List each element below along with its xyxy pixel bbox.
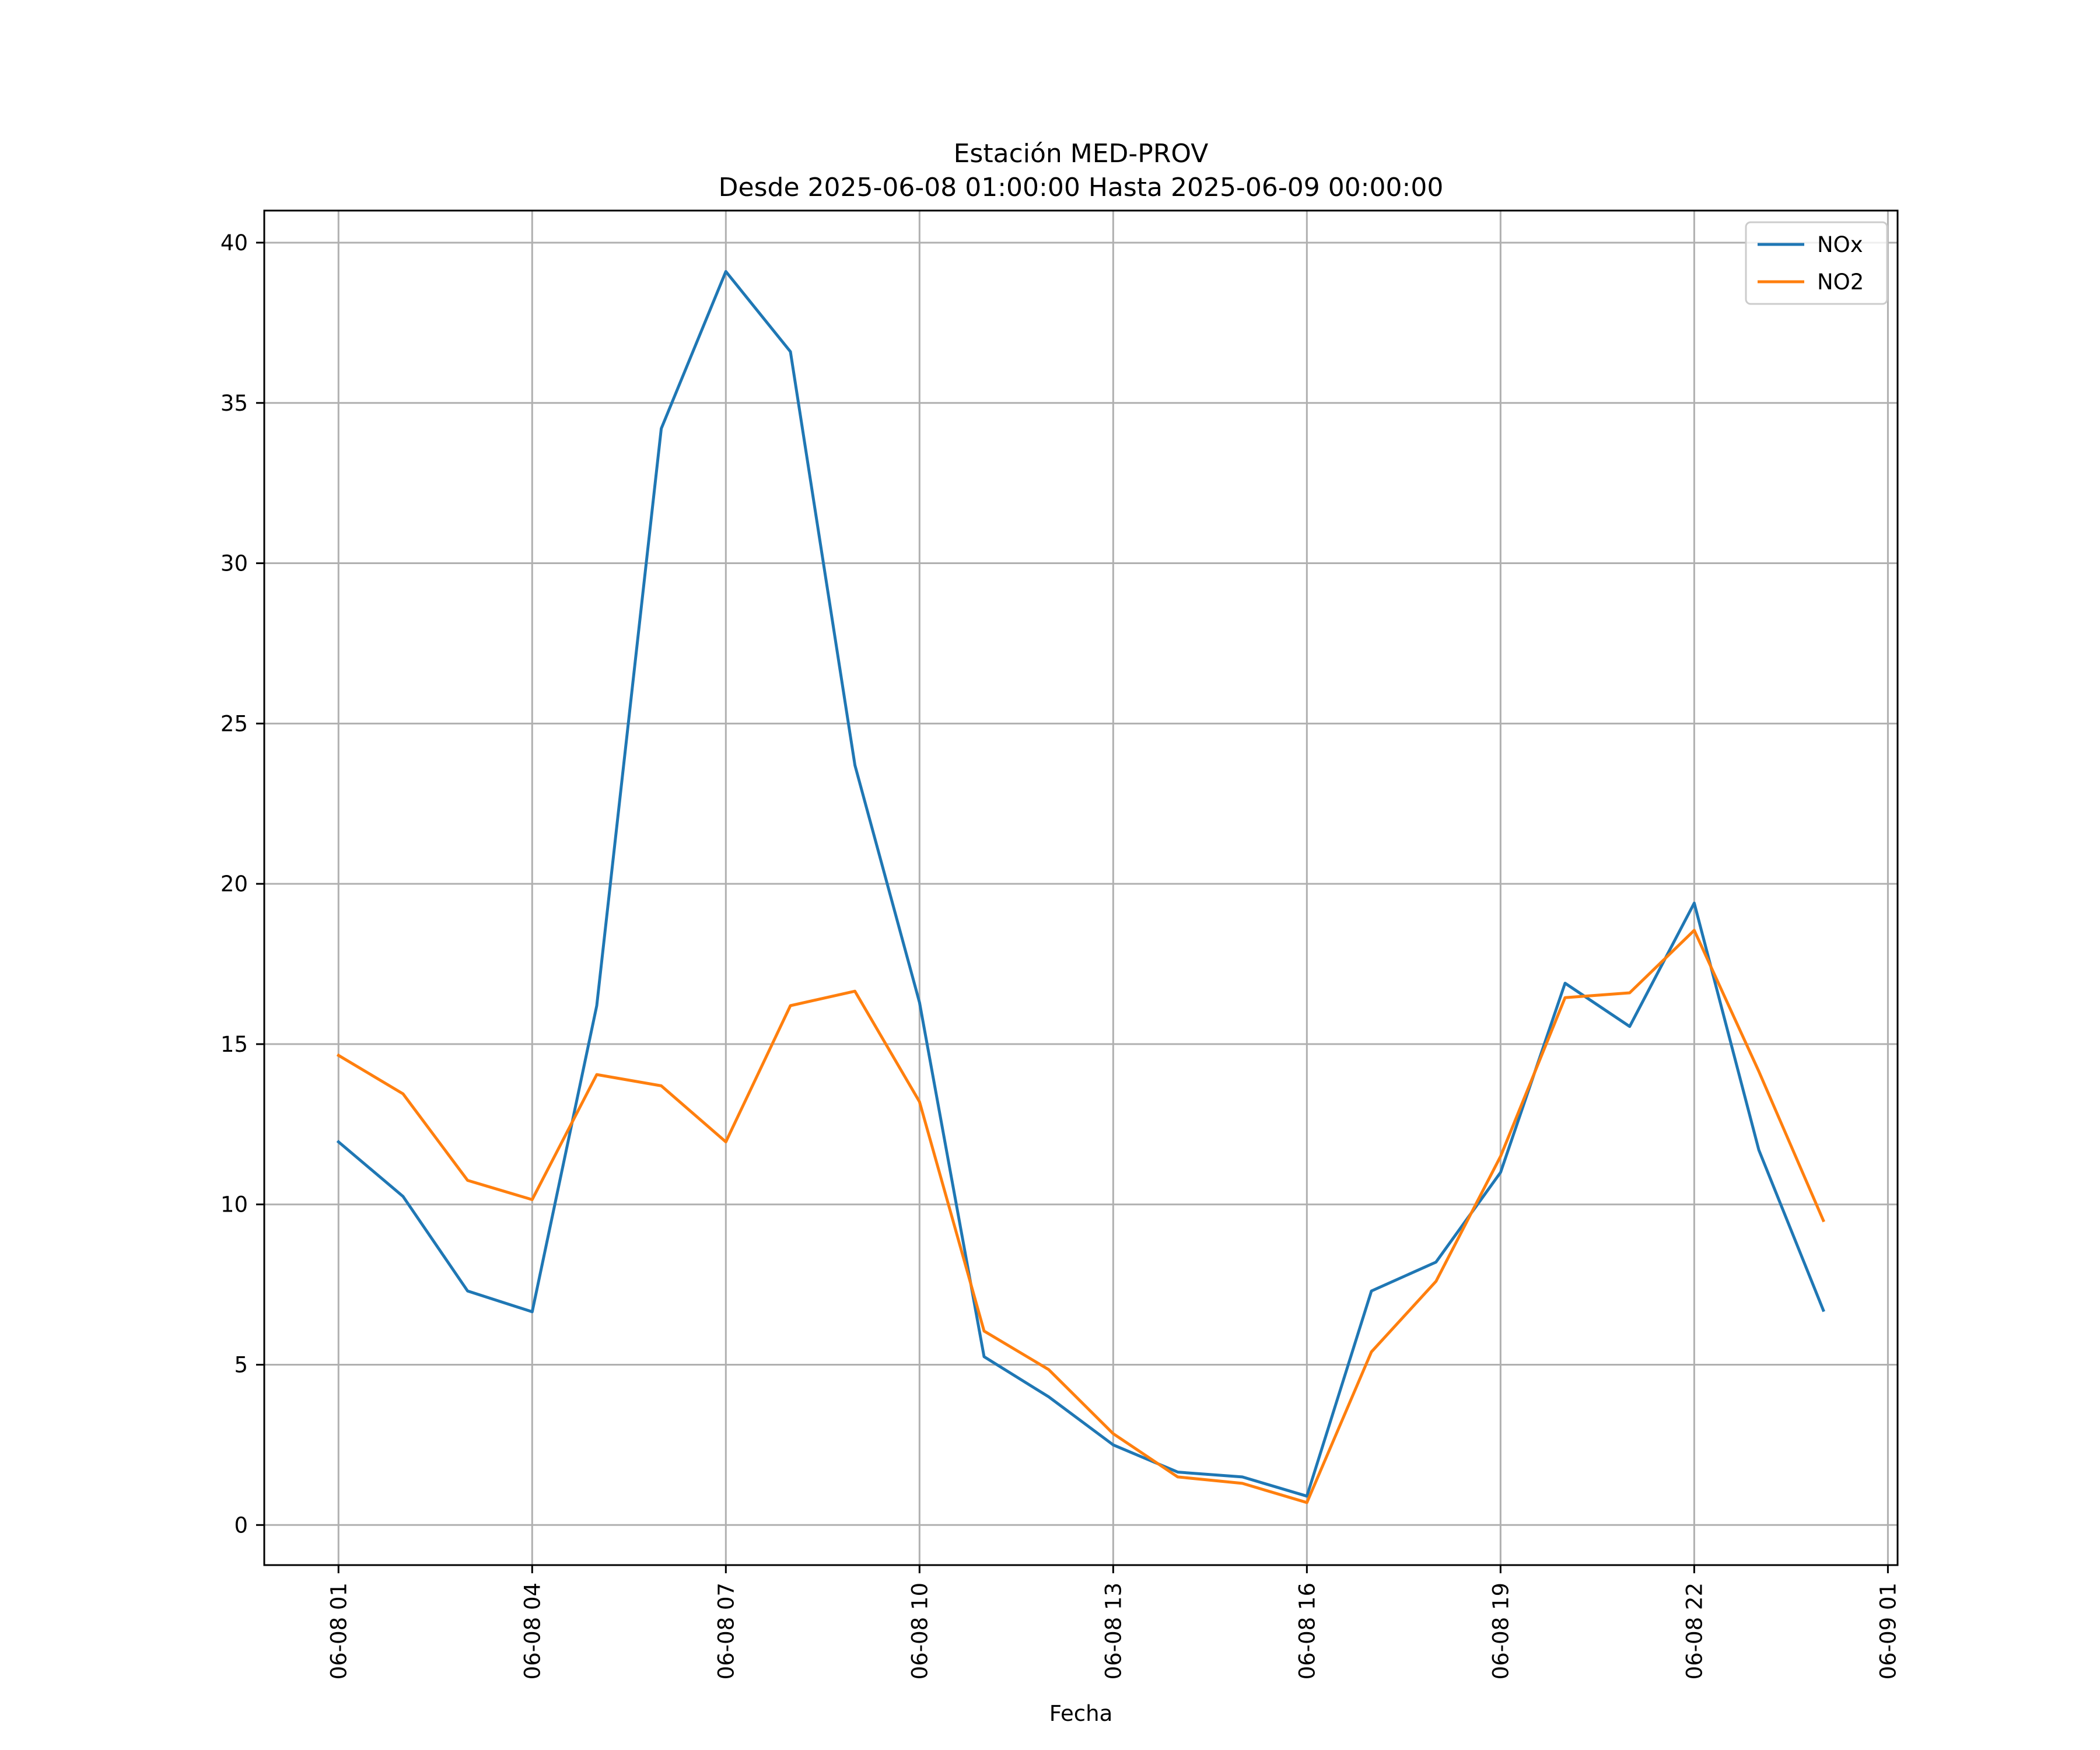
y-tick-label: 35 <box>220 391 248 416</box>
legend: NOx NO2 <box>1745 221 1888 305</box>
x-tick-label: 06-08 16 <box>1294 1583 1320 1679</box>
grid-lines <box>264 211 1898 1565</box>
y-tick-label: 10 <box>220 1192 248 1217</box>
series-lines <box>336 270 1825 1504</box>
series-line-nox <box>336 270 1825 1498</box>
y-tick-label: 0 <box>234 1513 248 1538</box>
plot-frame <box>263 209 1899 1566</box>
y-tick-label: 20 <box>220 872 248 897</box>
legend-label-nox: NOx <box>1817 232 1863 257</box>
y-tick-label: 15 <box>220 1032 248 1057</box>
x-tick-label: 06-08 13 <box>1101 1583 1126 1679</box>
x-tick-label: 06-08 04 <box>520 1583 545 1679</box>
y-tick-label: 30 <box>220 551 248 576</box>
legend-label-no2: NO2 <box>1817 270 1864 295</box>
x-axis-label: Fecha <box>1049 1701 1113 1726</box>
y-tick-label: 5 <box>234 1353 248 1378</box>
x-tick-label: 06-09 01 <box>1875 1583 1901 1679</box>
x-tick-label: 06-08 01 <box>326 1583 351 1679</box>
x-tick-label: 06-08 22 <box>1682 1583 1707 1679</box>
x-tick-label: 06-08 19 <box>1488 1583 1513 1679</box>
y-tick-label: 40 <box>220 230 248 256</box>
y-tick-label: 25 <box>220 711 248 736</box>
axis-ticks: 0 5 10 15 20 25 30 35 40 06-08 01 06-08 04 06-08 07… <box>220 230 1901 1679</box>
chart-title: Estación MED-PROV <box>954 139 1209 169</box>
x-tick-label: 06-08 07 <box>713 1583 738 1679</box>
series-line-no2 <box>336 929 1825 1504</box>
x-tick-label: 06-08 10 <box>907 1583 932 1679</box>
chart-subtitle: Desde 2025-06-08 01:00:00 Hasta 2025-06-… <box>719 173 1444 202</box>
legend-box <box>1745 221 1888 305</box>
